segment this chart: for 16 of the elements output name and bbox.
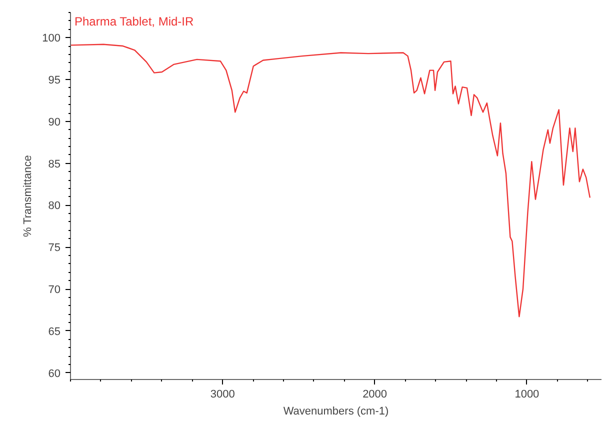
y-tick-label: 60 [48,368,61,380]
y-tick-label: 90 [48,116,61,128]
y-tick-label: 100 [42,32,61,45]
y-tick-label: 85 [48,158,61,170]
y-tick-label: 65 [48,326,61,338]
y-axis-title: % Transmittance [22,155,34,238]
y-tick-label: 95 [48,74,61,87]
y-tick-label: 70 [48,284,61,296]
y-tick-label: 75 [48,242,61,254]
x-tick-label: 3000 [210,388,235,400]
x-tick-label: 2000 [362,388,388,400]
chart-title: Pharma Tablet, Mid-IR [74,14,194,28]
x-tick-label: 1000 [514,388,540,400]
x-axis-title: Wavenumbers (cm-1) [283,406,389,418]
line-series [70,44,591,318]
y-tick-label: 80 [48,200,61,212]
